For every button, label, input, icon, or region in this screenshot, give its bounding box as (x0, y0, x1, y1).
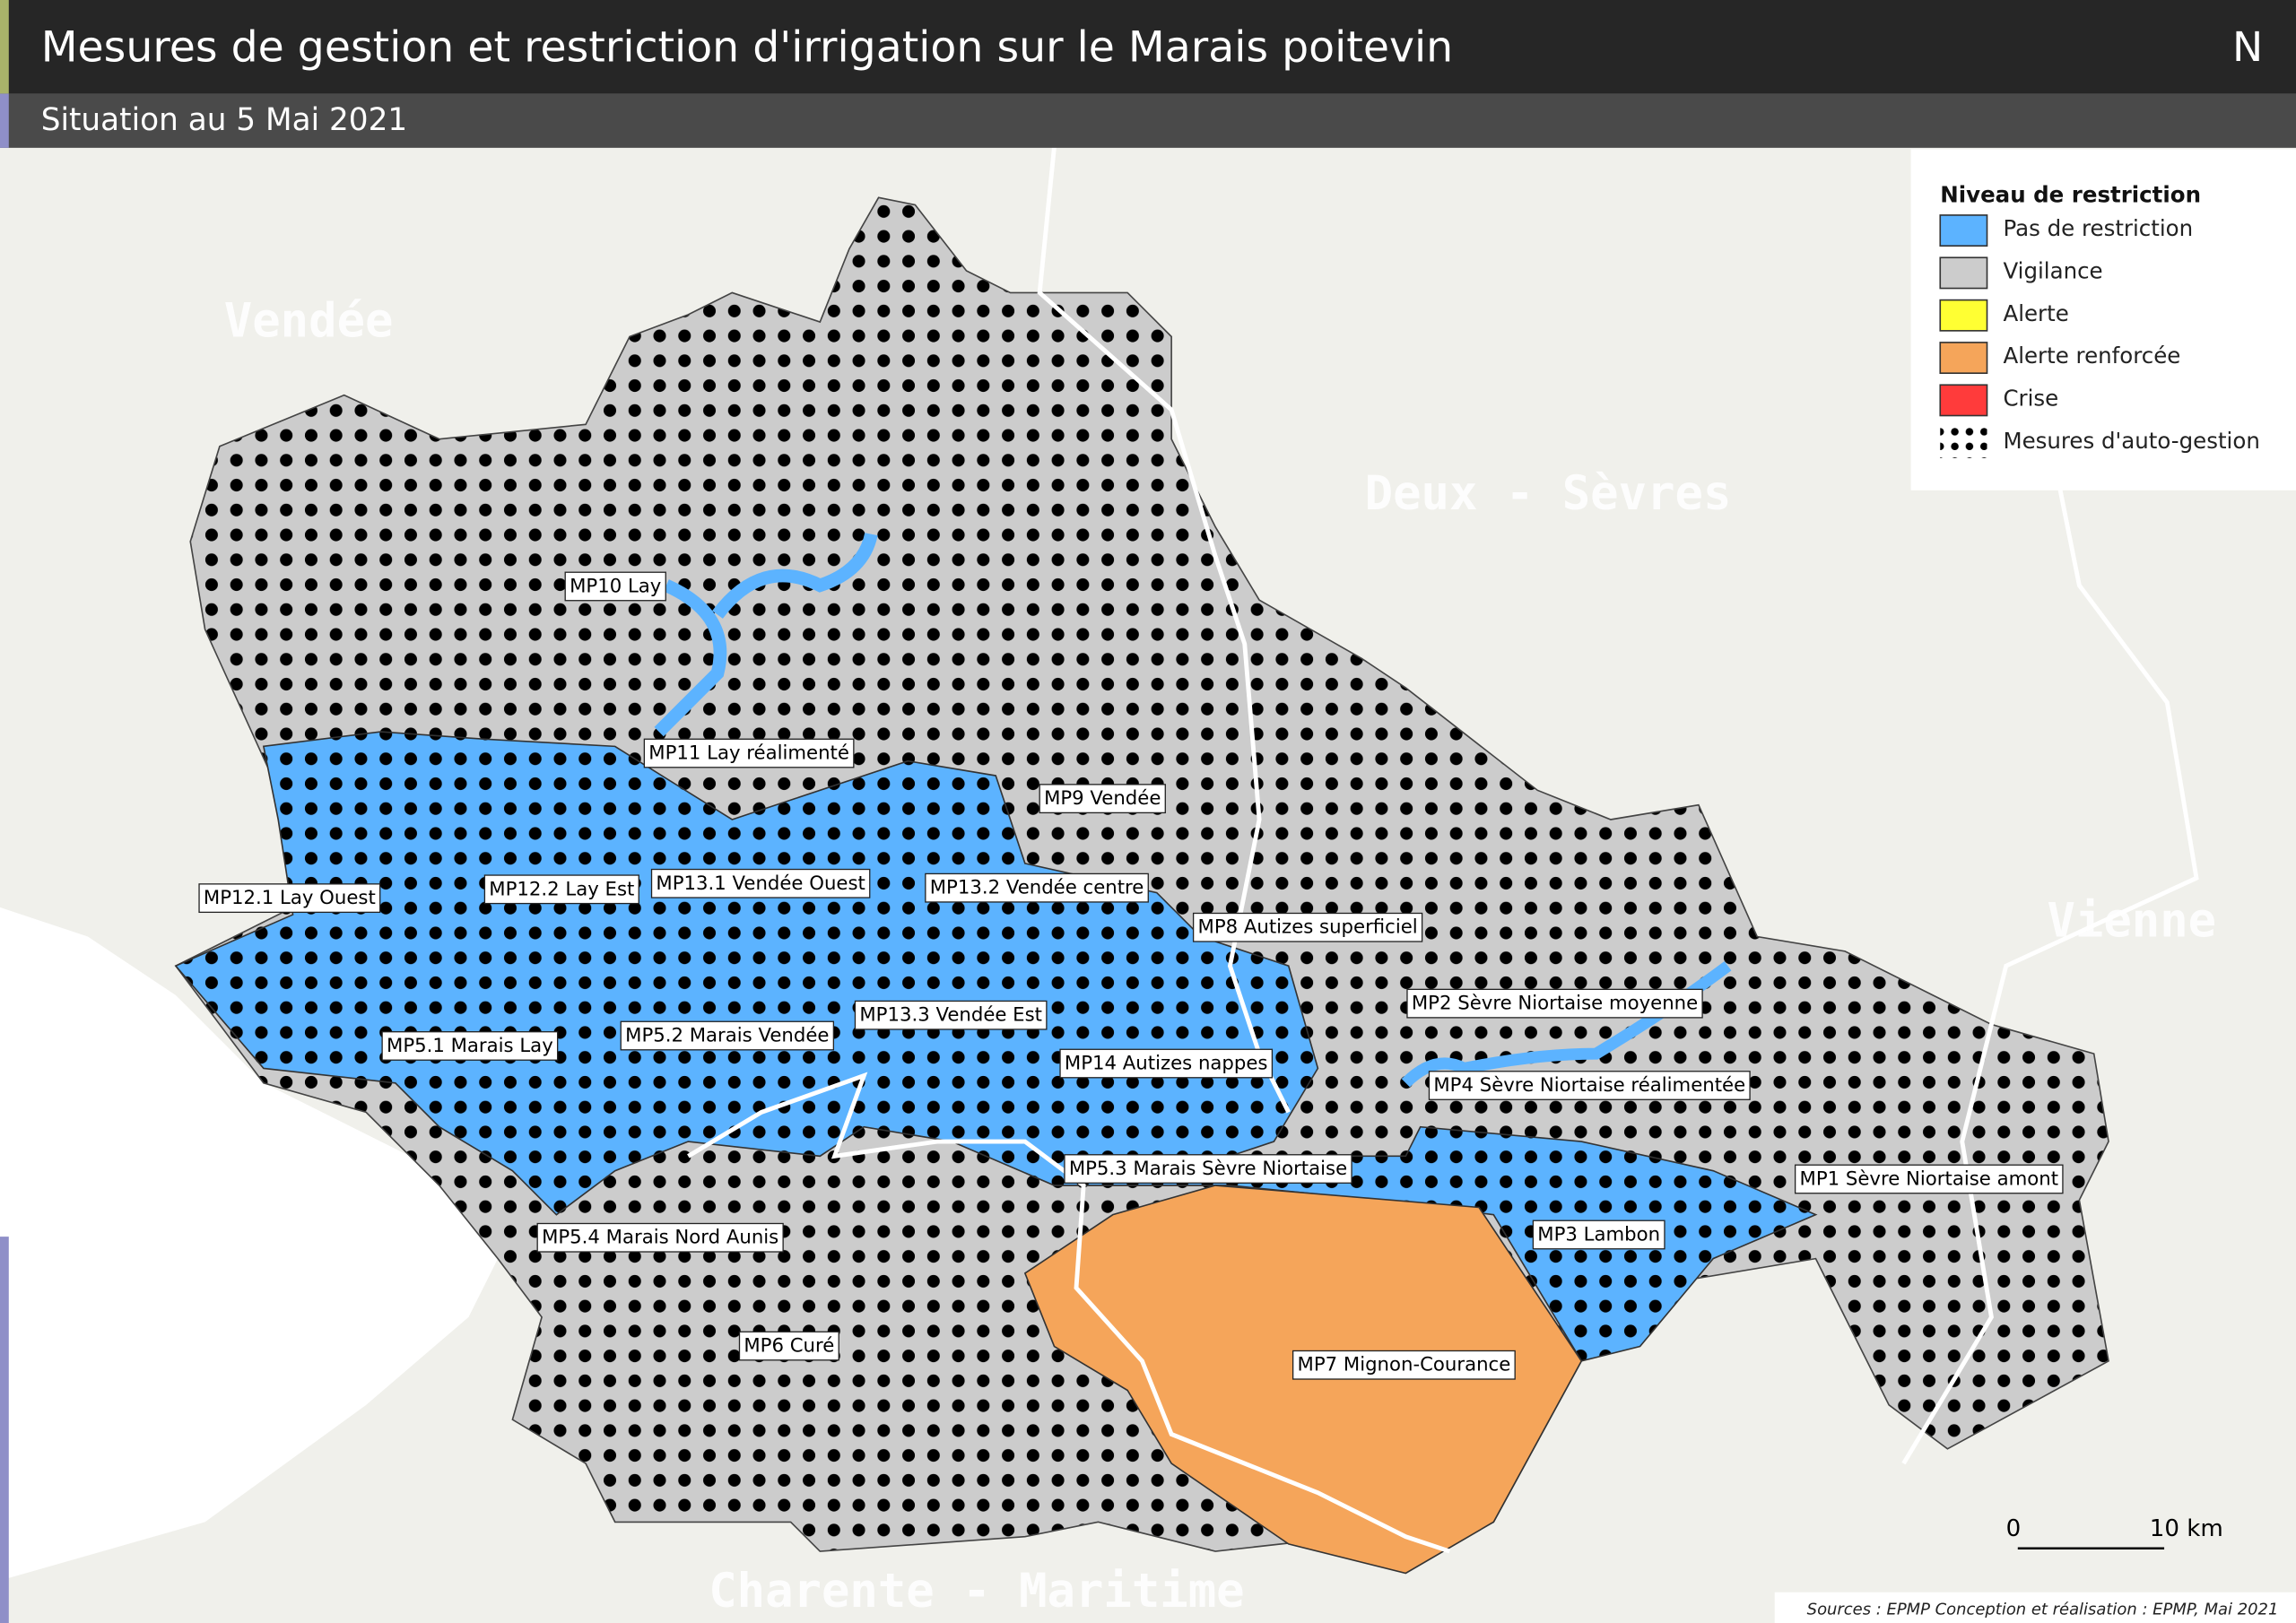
zone-labels: MP10 Lay MP11 Lay réalimenté MP9 Vendée … (198, 571, 2064, 1380)
region-label: Vendée (224, 294, 394, 348)
zone-label: MP7 Mignon-Courance (1298, 1354, 1511, 1376)
zone-label: MP5.4 Marais Nord Aunis (542, 1227, 778, 1249)
side-accent (0, 1237, 9, 1623)
region-label: Vienne (2047, 895, 2216, 949)
zone-label-box (1039, 784, 1166, 814)
zone-label: MP5.1 Marais Lay (387, 1035, 553, 1057)
zone-label: MP2 Sèvre Niortaise moyenne (1412, 993, 1698, 1015)
title: Mesures de gestion et restriction d'irri… (41, 22, 1453, 72)
region-label: Deux - Sèvres (1365, 467, 1732, 521)
legend-label: Alerte (2003, 300, 2068, 326)
title-bar (0, 0, 2296, 94)
sea (0, 907, 499, 1581)
subtitle-accent (0, 93, 9, 148)
department-boundary (1037, 145, 1291, 1114)
zone-label-box (854, 1000, 1048, 1030)
legend-label: Pas de restriction (2003, 215, 2193, 241)
region-label: Charente - Maritime (709, 1565, 1244, 1619)
zone-label-box (1292, 1350, 1516, 1380)
legend-title: Niveau de restriction (1940, 182, 2201, 208)
zone-label: MP8 Autizes superficiel (1198, 916, 1418, 939)
zone-label: MP13.1 Vendée Ouest (656, 872, 865, 895)
scale-start: 0 (2006, 1515, 2022, 1542)
legend-swatch (1939, 342, 1988, 375)
sources: Sources : EPMP Conception et réalisation… (1807, 1600, 2279, 1619)
zone-label-box (564, 571, 666, 602)
zone-label: MP12.2 Lay Est (489, 878, 634, 900)
zone-label: MP13.3 Vendée Est (859, 1004, 1042, 1027)
zone-label-box (1192, 912, 1423, 942)
zone-label-box (643, 738, 855, 768)
zone-label-box (650, 868, 871, 898)
zone-label-box (738, 1331, 839, 1361)
legend-swatch (1939, 299, 1988, 332)
scale-end: 10 km (2150, 1515, 2223, 1542)
zone-label-box (1428, 1071, 1751, 1100)
zone-label-box (925, 872, 1149, 903)
legend-label: Crise (2003, 386, 2058, 412)
title-accent (0, 0, 9, 94)
legend-swatch (1939, 214, 1988, 247)
zone-label-box (1064, 1154, 1352, 1184)
zone-label: MP3 Lambon (1537, 1223, 1660, 1245)
zone-label-box (483, 874, 639, 905)
zone-label: MP5.3 Marais Sèvre Niortaise (1069, 1158, 1347, 1180)
department-boundary (1901, 438, 2199, 1465)
department-boundary (687, 1072, 1451, 1554)
legend-swatch (1939, 384, 1988, 417)
zone-label: MP10 Lay (570, 575, 661, 597)
zone-label: MP12.1 Lay Ouest (204, 887, 376, 909)
zone-label-box (620, 1020, 835, 1051)
river-lay (654, 532, 878, 737)
legend-label: Vigilance (2003, 258, 2102, 284)
zone-label-box (381, 1031, 559, 1061)
legend: Niveau de restriction Pas de restriction… (1910, 149, 2296, 490)
sources-box (1774, 1592, 2296, 1623)
north-arrow: N (2232, 23, 2263, 71)
zone-label-box (1794, 1164, 2064, 1194)
zone-label-box (1532, 1219, 1665, 1250)
subtitle: Situation au 5 Mai 2021 (41, 102, 408, 138)
zone-label-box (198, 883, 381, 914)
zone-label-box (1406, 988, 1703, 1019)
legend-swatch (1939, 256, 1988, 290)
zone-label-box (536, 1222, 784, 1253)
legend-swatch (1940, 427, 1987, 458)
zone-label: MP13.2 Vendée centre (930, 877, 1144, 899)
zone-label: MP6 Curé (744, 1335, 834, 1358)
zone-label: MP4 Sèvre Niortaise réalimentée (1433, 1074, 1745, 1097)
scale-bar: 0 10 km (2006, 1515, 2223, 1549)
region-labels: Vendée Deux - Sèvres Vienne Charente - M… (224, 294, 2216, 1619)
legend-label: Alerte renforcée (2003, 343, 2180, 369)
zone-label: MP14 Autizes nappes (1065, 1053, 1268, 1075)
subtitle-bar (0, 93, 2296, 148)
zone-label: MP5.2 Marais Vendée (625, 1025, 829, 1047)
legend-label: Mesures d'auto-gestion (2003, 428, 2259, 454)
zone-label: MP11 Lay réalimenté (648, 742, 849, 765)
zone-label: MP1 Sèvre Niortaise amont (1800, 1167, 2059, 1190)
zone-label-box (1059, 1048, 1274, 1079)
zone-label: MP9 Vendée (1044, 787, 1161, 810)
